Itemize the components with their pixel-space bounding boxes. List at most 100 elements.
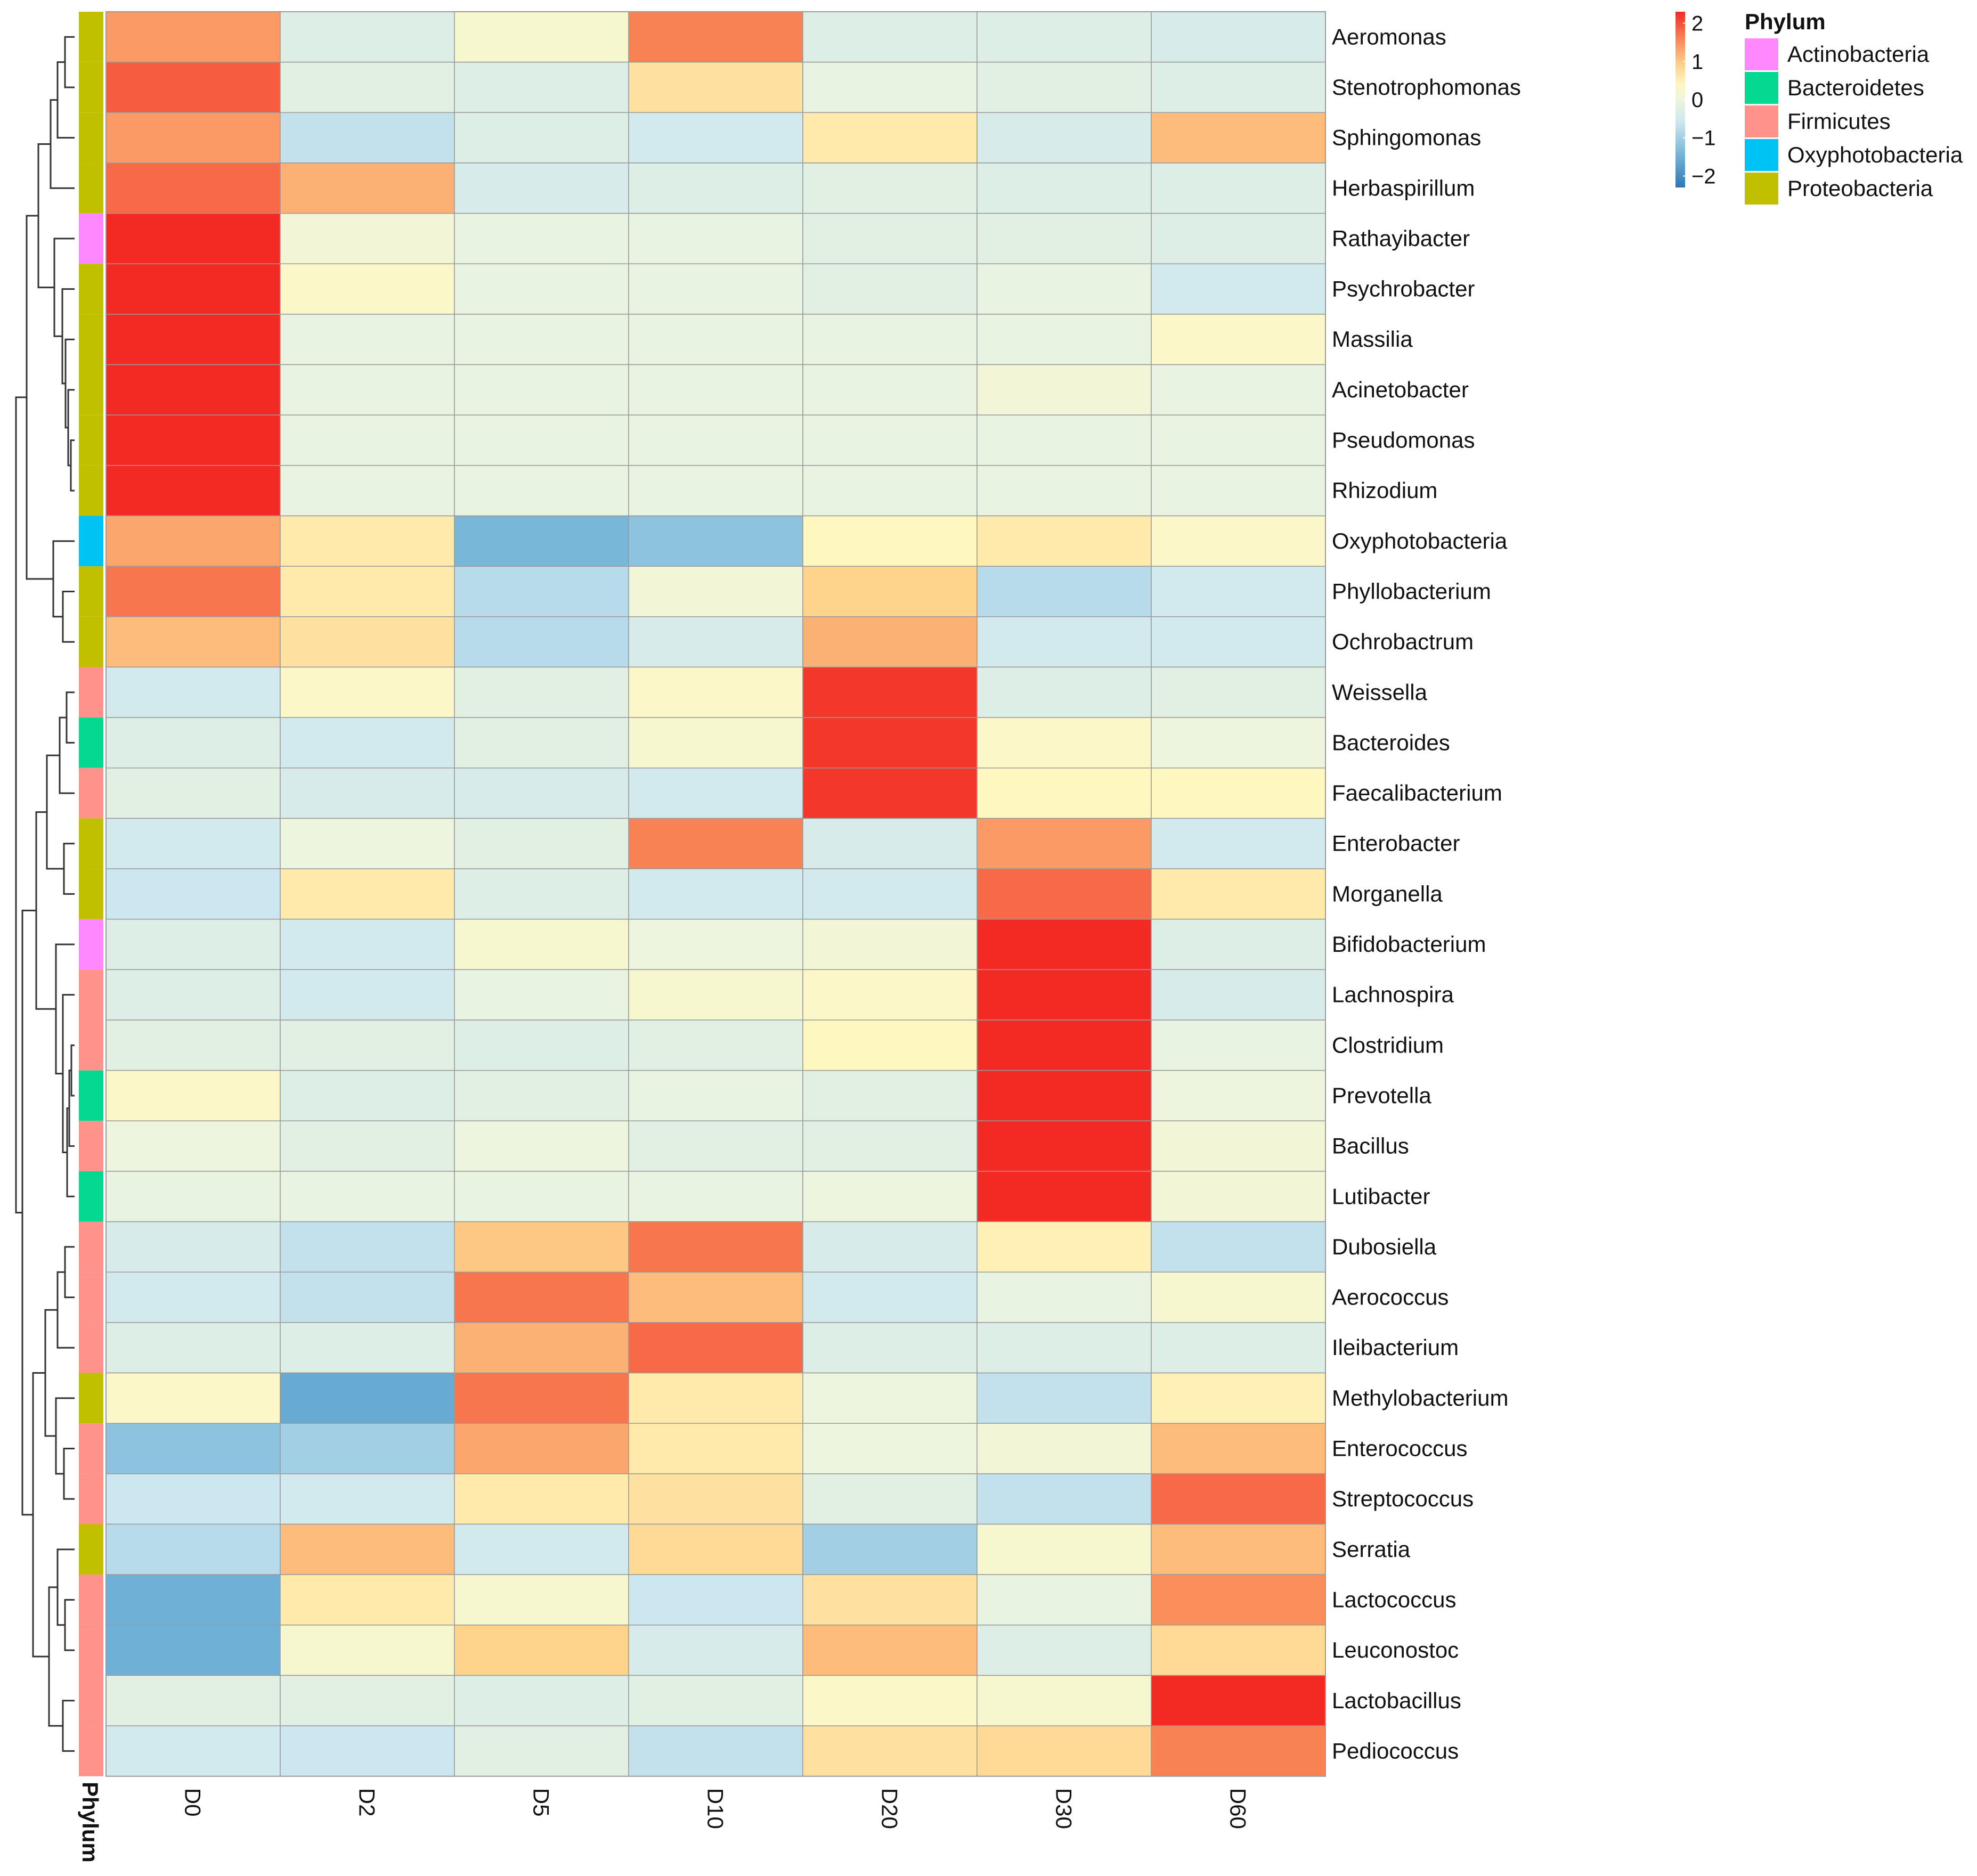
heatmap-cell xyxy=(105,969,281,1021)
heatmap-cell xyxy=(454,1473,629,1525)
heatmap-cell xyxy=(280,1523,455,1575)
heatmap-cell xyxy=(280,1019,455,1071)
heatmap-cell xyxy=(977,515,1152,567)
heatmap-cell xyxy=(1151,1019,1326,1071)
heatmap-cell xyxy=(628,717,803,769)
heatmap-cell xyxy=(454,112,629,164)
phylum-annotation-cell xyxy=(79,1423,103,1474)
row-label: Massilia xyxy=(1332,327,1413,352)
heatmap-cell xyxy=(977,1019,1152,1071)
heatmap-cell xyxy=(280,1171,455,1222)
phylum-annotation-cell xyxy=(79,465,103,516)
heatmap-cell xyxy=(802,566,978,617)
heatmap-cell xyxy=(1151,1120,1326,1172)
heatmap-cell xyxy=(454,1725,629,1777)
row-dendrogram xyxy=(15,36,75,1752)
heatmap-cell xyxy=(802,1675,978,1726)
row-label: Methylobacterium xyxy=(1332,1385,1508,1410)
column-label: D30 xyxy=(1052,1788,1077,1829)
heatmap-cell xyxy=(802,465,978,517)
heatmap-cell xyxy=(977,1221,1152,1273)
row-label: Dubosiella xyxy=(1332,1234,1437,1259)
row-label: Pediococcus xyxy=(1332,1738,1459,1763)
heatmap-cell xyxy=(802,1019,978,1071)
heatmap-cell xyxy=(454,1271,629,1323)
heatmap-cell xyxy=(280,515,455,567)
heatmap-cell xyxy=(802,61,978,113)
heatmap-cell xyxy=(802,1625,978,1676)
row-label: Enterococcus xyxy=(1332,1436,1467,1461)
legend-swatch xyxy=(1745,38,1778,70)
heatmap-cell xyxy=(1151,1473,1326,1525)
row-label: Enterobacter xyxy=(1332,831,1460,856)
heatmap-cell xyxy=(977,364,1152,415)
heatmap-cell xyxy=(977,1473,1152,1525)
heatmap-cell xyxy=(1151,1625,1326,1676)
phylum-annotation-cell xyxy=(79,1121,103,1171)
heatmap-cell xyxy=(977,1171,1152,1222)
heatmap-cell xyxy=(1151,314,1326,365)
heatmap-cell xyxy=(628,566,803,617)
heatmap-cell xyxy=(802,1423,978,1474)
heatmap-cell xyxy=(105,414,281,466)
heatmap-cell xyxy=(280,868,455,920)
heatmap-cell xyxy=(1151,616,1326,668)
heatmap-cell xyxy=(105,1322,281,1374)
row-label: Phyllobacterium xyxy=(1332,578,1491,603)
heatmap-cell xyxy=(1151,162,1326,214)
color-scale-tick-label: 2 xyxy=(1691,12,1703,36)
heatmap-cell xyxy=(628,969,803,1021)
dendrogram-branch xyxy=(63,1448,75,1500)
heatmap-cell xyxy=(1151,414,1326,466)
legend-title: Phylum xyxy=(1745,9,1826,34)
phylum-annotation-cell xyxy=(79,717,103,768)
heatmap-cell xyxy=(977,112,1152,164)
heatmap-cell xyxy=(628,1523,803,1575)
dendrogram-branch xyxy=(56,1271,75,1349)
heatmap-cell xyxy=(802,1171,978,1222)
heatmap-cell xyxy=(628,768,803,819)
heatmap-cell xyxy=(628,1574,803,1626)
heatmap-cell xyxy=(105,818,281,869)
heatmap-cell xyxy=(105,566,281,617)
row-label: Bifidobacterium xyxy=(1332,932,1486,957)
heatmap-cell xyxy=(280,213,455,265)
heatmap-cell xyxy=(628,515,803,567)
heatmap-cell xyxy=(105,1523,281,1575)
heatmap-cell xyxy=(454,61,629,113)
heatmap-cell xyxy=(1151,263,1326,315)
heatmap-cell xyxy=(105,1574,281,1626)
heatmap-cell xyxy=(977,61,1152,113)
heatmap-cell xyxy=(628,868,803,920)
phylum-annotation-cell xyxy=(79,1221,103,1273)
heatmap-cell xyxy=(105,1473,281,1525)
heatmap-cell xyxy=(628,616,803,668)
heatmap-cell xyxy=(105,61,281,113)
row-labels: Aeromonas Stenotrophomonas Sphingomonas Her… xyxy=(1332,24,1521,1763)
row-label: Ochrobactrum xyxy=(1332,629,1474,654)
phylum-axis-label: Phylum xyxy=(78,1782,103,1863)
heatmap-cell xyxy=(628,112,803,164)
phylum-annotation-cell xyxy=(79,818,103,869)
heatmap-cell xyxy=(802,162,978,214)
heatmap-cell xyxy=(280,1675,455,1726)
color-scale-tick-label: −2 xyxy=(1691,165,1716,188)
phylum-annotation-cell xyxy=(79,969,103,1020)
heatmap-cell xyxy=(105,314,281,365)
heatmap-cell xyxy=(280,1221,455,1273)
heatmap-cell xyxy=(628,364,803,415)
heatmap-cell xyxy=(977,414,1152,466)
phylum-annotation-cell xyxy=(79,264,103,314)
heatmap-cell xyxy=(105,1725,281,1777)
heatmap-cell xyxy=(105,263,281,315)
heatmap-cell xyxy=(628,1625,803,1676)
heatmap-cell xyxy=(105,918,281,970)
heatmap-cell xyxy=(628,465,803,517)
phylum-annotation-cell xyxy=(79,112,103,163)
column-label: D5 xyxy=(529,1788,554,1817)
heatmap-cell xyxy=(628,1120,803,1172)
dendrogram-branch xyxy=(46,754,64,870)
row-label: Serratia xyxy=(1332,1537,1411,1562)
heatmap-cell xyxy=(280,918,455,970)
heatmap-cell xyxy=(1151,1423,1326,1474)
